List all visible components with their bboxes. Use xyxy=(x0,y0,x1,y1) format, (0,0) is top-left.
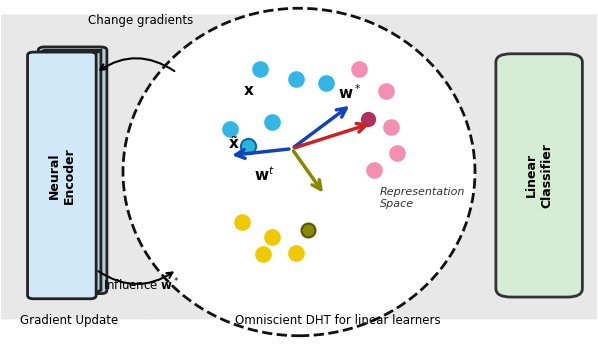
Text: Representation
Space: Representation Space xyxy=(380,187,465,209)
Point xyxy=(321,80,331,86)
Point xyxy=(267,234,277,240)
Text: Influence $\mathbf{w}^*$: Influence $\mathbf{w}^*$ xyxy=(103,277,179,293)
Text: $\mathbf{w}^*$: $\mathbf{w}^*$ xyxy=(338,83,361,102)
Point xyxy=(225,127,235,132)
Point xyxy=(255,66,265,72)
Text: Change gradients: Change gradients xyxy=(89,14,194,28)
Point xyxy=(387,125,396,130)
Text: Neural
Encoder: Neural Encoder xyxy=(48,147,76,204)
Text: Gradient Update: Gradient Update xyxy=(20,314,118,327)
Text: Omniscient DHT for linear learners: Omniscient DHT for linear learners xyxy=(235,314,441,327)
Point xyxy=(267,120,277,125)
FancyBboxPatch shape xyxy=(0,14,156,319)
FancyBboxPatch shape xyxy=(496,54,582,297)
Point xyxy=(237,219,247,224)
Text: $\tilde{\mathbf{x}}$: $\tilde{\mathbf{x}}$ xyxy=(228,136,239,152)
Text: $\mathbf{w}^t$: $\mathbf{w}^t$ xyxy=(254,165,275,184)
Text: Linear
Classifier: Linear Classifier xyxy=(525,143,553,208)
Point xyxy=(291,250,301,255)
Point xyxy=(369,168,379,173)
Ellipse shape xyxy=(123,8,475,336)
Point xyxy=(243,143,253,149)
Point xyxy=(258,251,268,257)
Polygon shape xyxy=(90,50,101,295)
Text: $\mathbf{x}$: $\mathbf{x}$ xyxy=(243,83,254,98)
Point xyxy=(354,66,364,72)
Point xyxy=(291,77,301,82)
Point xyxy=(303,227,313,233)
Point xyxy=(381,89,390,94)
Point xyxy=(363,116,373,122)
Polygon shape xyxy=(33,50,101,55)
Point xyxy=(393,150,402,156)
FancyBboxPatch shape xyxy=(28,52,96,299)
FancyBboxPatch shape xyxy=(38,47,107,294)
FancyBboxPatch shape xyxy=(147,14,598,319)
